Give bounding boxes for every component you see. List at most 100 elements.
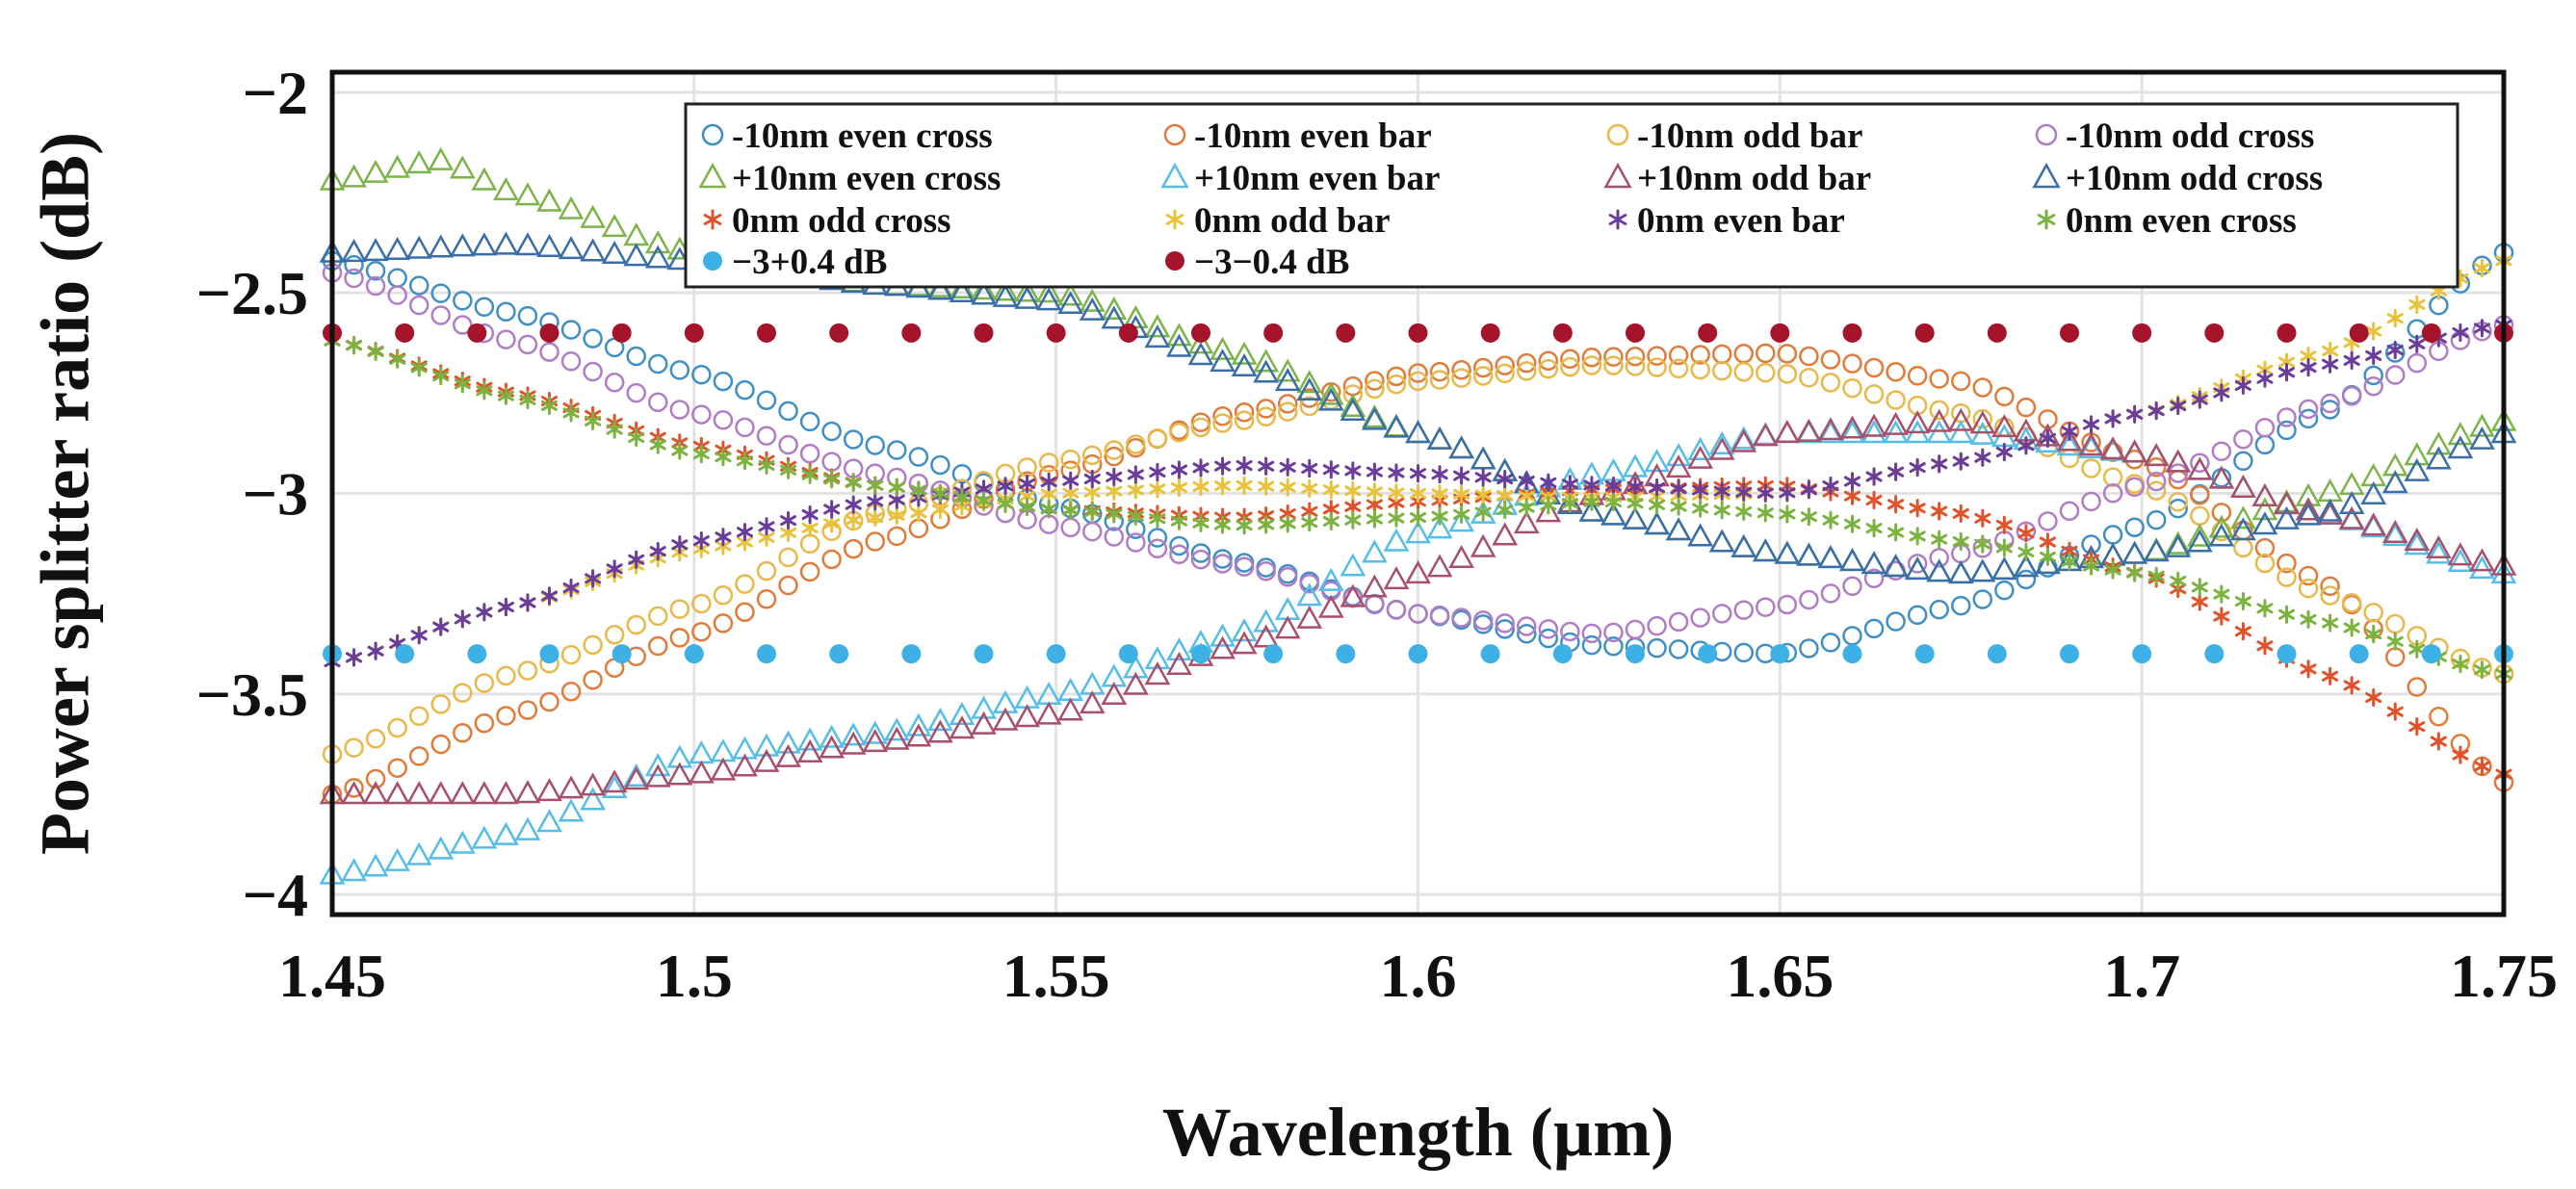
data-point xyxy=(1887,495,1905,514)
data-point xyxy=(2126,563,2144,582)
data-point xyxy=(1147,538,1168,559)
data-point xyxy=(410,358,428,377)
data-point xyxy=(1713,501,1730,520)
data-point xyxy=(1344,510,1362,530)
data-point xyxy=(1556,490,1583,515)
data-point xyxy=(780,460,797,479)
data-point xyxy=(2404,442,2431,466)
data-point xyxy=(1340,583,1366,607)
data-point xyxy=(2408,639,2426,659)
data-point xyxy=(1190,549,1211,570)
data-point xyxy=(1817,420,1844,444)
data-point xyxy=(1756,597,1776,617)
star-stroke xyxy=(1496,474,1514,485)
star-stroke xyxy=(2039,432,2056,444)
data-point xyxy=(735,417,755,438)
star-stroke xyxy=(1279,481,1296,493)
data-point xyxy=(2407,352,2428,374)
star-stroke xyxy=(1214,519,1232,530)
data-point xyxy=(1513,510,1540,534)
data-point xyxy=(1470,500,1496,524)
data-point xyxy=(1518,471,1535,491)
star-stroke xyxy=(1127,469,1144,480)
data-point xyxy=(1187,342,1214,366)
data-point xyxy=(1929,400,1949,421)
data-point xyxy=(1448,544,1474,569)
series-0nm-even-bar xyxy=(324,315,2512,672)
star-stroke xyxy=(2191,582,2208,593)
star-stroke xyxy=(1692,503,1709,514)
data-point xyxy=(2404,531,2431,556)
data-point xyxy=(2447,435,2474,459)
star-stroke xyxy=(1019,478,1036,489)
data-point xyxy=(756,560,777,582)
data-point xyxy=(821,549,842,570)
data-point xyxy=(2230,474,2256,499)
data-point xyxy=(1779,483,1796,503)
data-point xyxy=(2365,624,2382,644)
data-point xyxy=(1472,614,1494,634)
star-stroke xyxy=(2343,354,2360,366)
star-stroke xyxy=(975,495,993,506)
star-stroke xyxy=(1649,499,1666,510)
data-point xyxy=(1470,446,1496,470)
data-point xyxy=(1538,628,1559,649)
data-point xyxy=(1386,366,1407,387)
star-stroke xyxy=(715,531,732,543)
data-point xyxy=(2039,547,2056,566)
star-stroke xyxy=(1301,482,1318,494)
data-point xyxy=(1690,345,1710,365)
legend-label: 0nm odd bar xyxy=(1194,201,1391,241)
data-point xyxy=(1236,455,1253,476)
data-point xyxy=(1317,567,1344,591)
data-point xyxy=(1317,594,1344,618)
star-stroke xyxy=(432,371,450,382)
data-point xyxy=(1907,554,1928,574)
star-stroke xyxy=(1192,462,1210,474)
data-point xyxy=(997,477,1014,496)
data-point xyxy=(623,243,650,267)
star-stroke xyxy=(2256,603,2274,614)
data-point xyxy=(1711,344,1732,365)
data-point xyxy=(2168,498,2188,519)
data-point xyxy=(2102,467,2123,487)
data-point xyxy=(1733,361,1754,382)
data-point xyxy=(2277,407,2297,427)
data-point xyxy=(560,320,582,340)
data-point xyxy=(888,478,905,497)
star-stroke xyxy=(1995,542,2013,554)
data-point xyxy=(2254,537,2276,558)
data-point xyxy=(2469,426,2495,450)
data-point xyxy=(1408,363,1428,383)
data-point xyxy=(1496,470,1514,489)
data-point xyxy=(888,505,905,526)
data-point xyxy=(2190,452,2210,474)
star-stroke xyxy=(2277,367,2296,378)
data-point xyxy=(1622,505,1649,530)
data-point xyxy=(1431,506,1448,526)
x-tick-label: 1.75 xyxy=(2450,942,2558,1010)
data-point xyxy=(1365,594,1385,615)
data-point xyxy=(1756,343,1776,364)
data-point xyxy=(930,454,950,476)
data-point xyxy=(1388,463,1405,482)
series--3-0-4-db xyxy=(323,644,2513,664)
star-stroke xyxy=(1865,471,1883,482)
legend-marker xyxy=(698,162,727,189)
star-stroke xyxy=(346,652,363,663)
data-point xyxy=(1972,377,1993,398)
data-point xyxy=(1426,554,1453,578)
data-point xyxy=(688,760,715,784)
data-point xyxy=(2408,334,2426,353)
data-point xyxy=(1708,436,1735,460)
star-stroke xyxy=(2170,575,2187,586)
data-point xyxy=(1279,457,1296,477)
data-point xyxy=(2300,659,2317,679)
star-stroke xyxy=(1279,518,1296,530)
legend-marker xyxy=(1606,123,1629,146)
data-point xyxy=(1603,622,1624,643)
data-point xyxy=(2363,603,2383,623)
data-point xyxy=(1581,623,1602,644)
data-point xyxy=(1665,517,1692,541)
data-point xyxy=(2060,644,2079,664)
